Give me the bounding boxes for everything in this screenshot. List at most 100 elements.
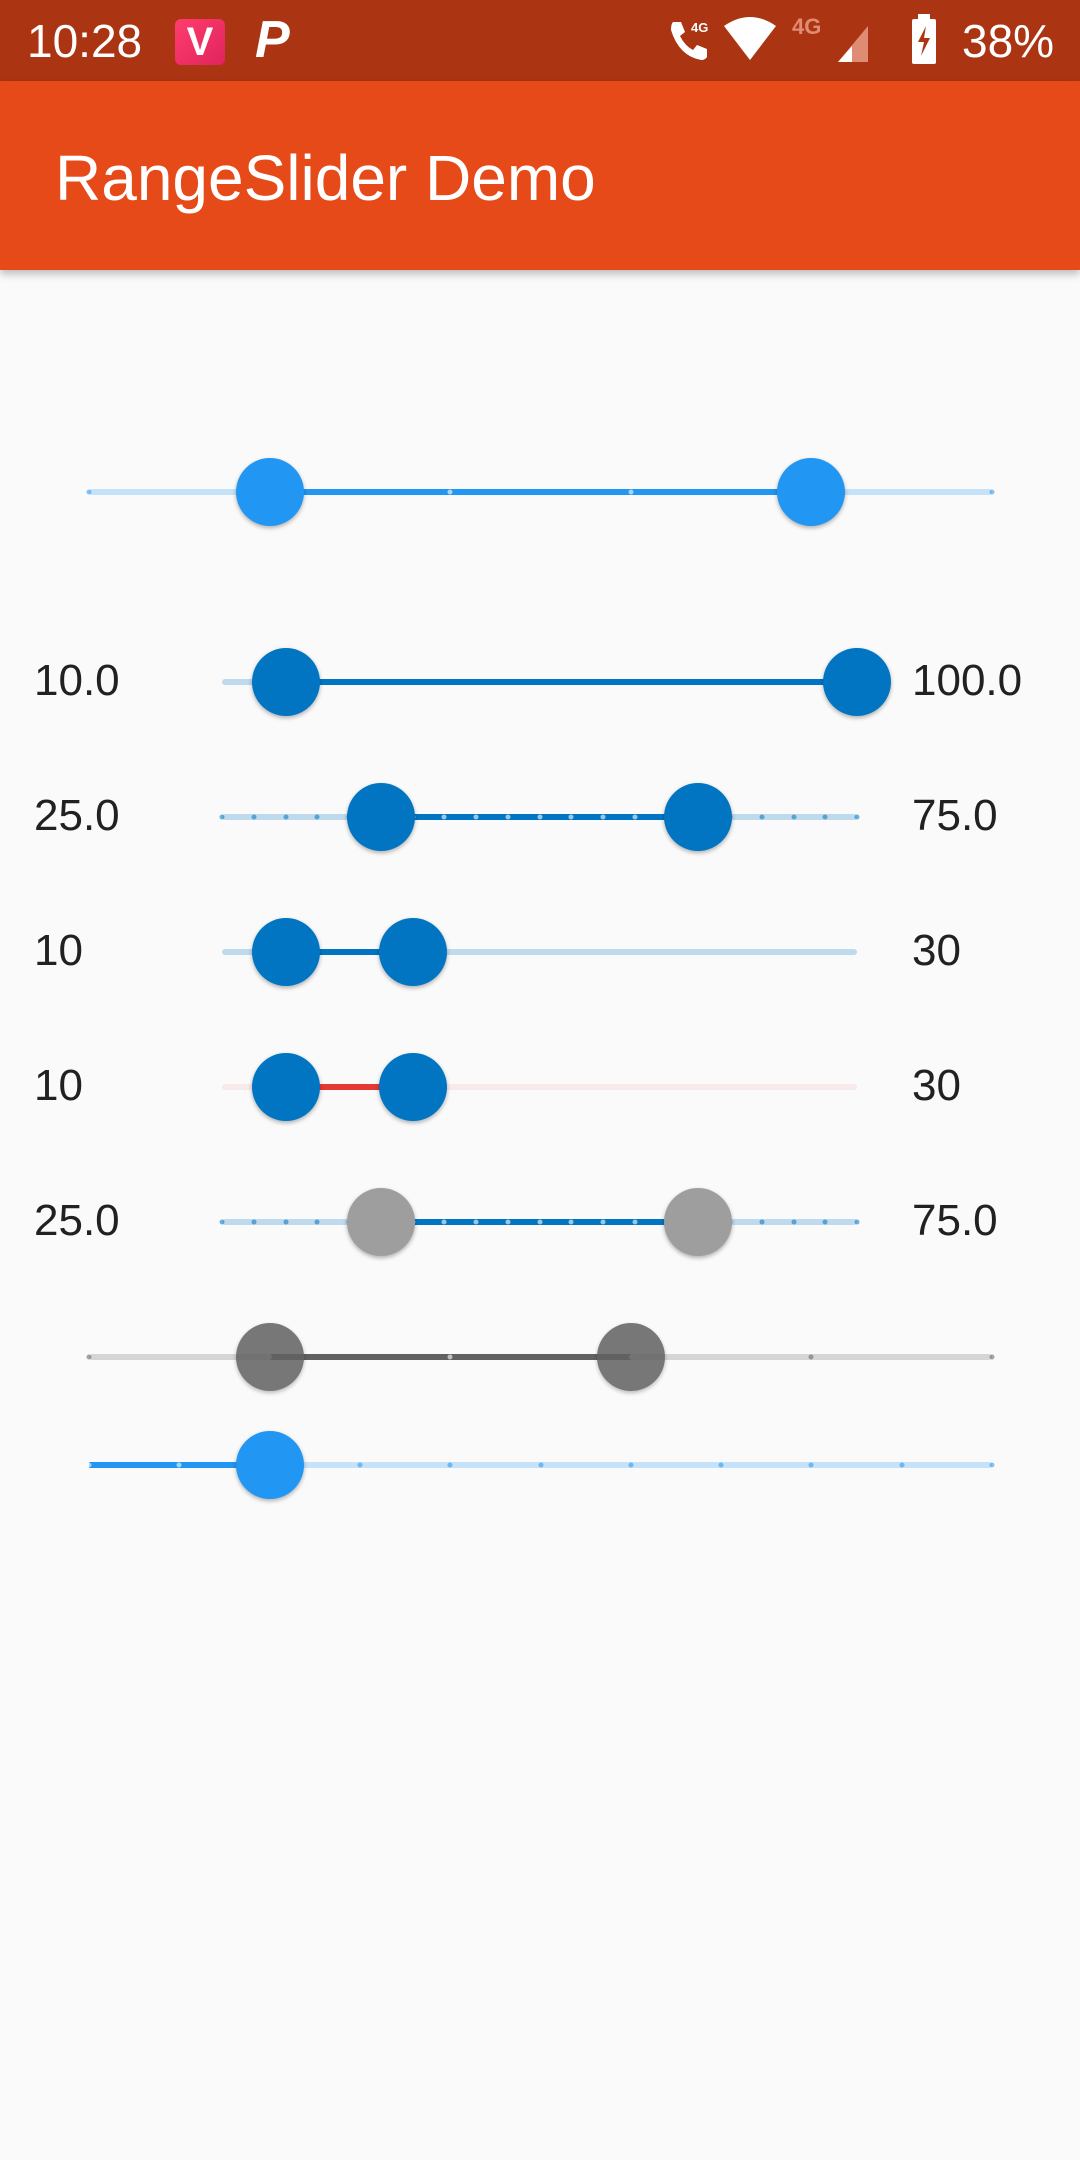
slider-active-track bbox=[285, 679, 857, 685]
slider-upper-thumb[interactable] bbox=[823, 648, 891, 716]
slider-lower-thumb[interactable] bbox=[346, 783, 415, 851]
slider-tick-mark bbox=[505, 1219, 511, 1225]
slider-tick-mark bbox=[600, 814, 606, 820]
battery-charging-icon bbox=[912, 14, 936, 64]
slider-track[interactable] bbox=[222, 1084, 857, 1090]
slider-upper-thumb[interactable] bbox=[378, 918, 447, 986]
slider-tick-mark bbox=[628, 489, 634, 495]
range-slider-4-min-label: 10 bbox=[34, 926, 83, 975]
slider-tick-mark bbox=[251, 814, 257, 820]
app-bar: RangeSlider Demo bbox=[0, 81, 1080, 270]
slider-tick-mark bbox=[854, 814, 860, 820]
slider-track[interactable] bbox=[222, 949, 857, 955]
slider-tick-mark bbox=[632, 1219, 638, 1225]
wifi-icon bbox=[724, 17, 776, 60]
slider-tick-mark bbox=[822, 1219, 828, 1225]
range-slider-6[interactable] bbox=[219, 1187, 860, 1257]
range-slider-5-max-label: 30 bbox=[912, 1061, 961, 1110]
slider-tick-mark bbox=[628, 1462, 634, 1468]
slider-tick-mark bbox=[537, 814, 542, 820]
slider-tick-mark bbox=[632, 814, 638, 820]
slider-tick-mark bbox=[791, 1219, 796, 1225]
slider-tick-mark bbox=[447, 489, 453, 495]
slider-tick-mark bbox=[568, 814, 574, 820]
slider-tick-mark bbox=[899, 1462, 905, 1468]
p-app-icon: P bbox=[255, 11, 290, 69]
slider-lower-thumb[interactable] bbox=[235, 458, 304, 526]
range-slider-2[interactable] bbox=[222, 647, 891, 717]
slider-tick-mark bbox=[314, 1219, 320, 1225]
slider-tick-mark bbox=[854, 1219, 860, 1225]
slider-tick-mark bbox=[600, 1219, 606, 1225]
slider-tick-mark bbox=[473, 1219, 479, 1225]
slider-tick-mark bbox=[357, 1462, 363, 1468]
slider-tick-mark bbox=[441, 1219, 447, 1225]
slider-tick-mark bbox=[505, 814, 511, 820]
slider-tick-mark bbox=[718, 1462, 724, 1468]
slider-upper-thumb[interactable] bbox=[664, 783, 733, 851]
slider-tick-mark bbox=[447, 1462, 453, 1468]
slider-tick-mark bbox=[808, 1462, 814, 1468]
range-slider-3[interactable] bbox=[219, 782, 860, 852]
slider-tick-mark bbox=[86, 1354, 92, 1360]
range-slider-1[interactable] bbox=[86, 457, 995, 527]
slider-active-track bbox=[269, 489, 812, 495]
slider-tick-mark bbox=[808, 1354, 814, 1360]
slider-tick-mark bbox=[283, 814, 288, 820]
range-slider-2-max-label: 100.0 bbox=[912, 656, 1023, 705]
range-slider-7[interactable] bbox=[86, 1322, 995, 1392]
slider-upper-thumb[interactable] bbox=[378, 1053, 447, 1121]
range-slider-4[interactable] bbox=[222, 917, 857, 987]
slider-active-track bbox=[285, 1084, 413, 1090]
slider-tick-mark bbox=[219, 1219, 225, 1225]
slider-tick-mark bbox=[251, 1219, 257, 1225]
range-slider-6-max-label: 75.0 bbox=[912, 1196, 998, 1245]
slider-tick-mark bbox=[473, 814, 479, 820]
slider-lower-thumb[interactable] bbox=[235, 1323, 304, 1391]
slider-tick-mark bbox=[441, 814, 447, 820]
range-slider-3-min-label: 25.0 bbox=[34, 791, 120, 840]
slider-lower-thumb[interactable] bbox=[251, 648, 320, 716]
slider-lower-thumb[interactable] bbox=[251, 1053, 320, 1121]
slider-tick-mark bbox=[759, 814, 765, 820]
signal-4g-icon: 4G bbox=[792, 14, 868, 62]
page-title: RangeSlider Demo bbox=[55, 142, 596, 214]
slider-tick-mark bbox=[537, 1219, 542, 1225]
single-slider[interactable] bbox=[86, 1430, 995, 1500]
range-slider-4-max-label: 30 bbox=[912, 926, 961, 975]
slider-tick-mark bbox=[989, 489, 995, 495]
range-slider-5[interactable] bbox=[222, 1052, 857, 1122]
slider-upper-thumb[interactable] bbox=[777, 458, 846, 526]
slider-lower-thumb[interactable] bbox=[251, 918, 320, 986]
range-slider-6-min-label: 25.0 bbox=[34, 1196, 120, 1245]
slider-upper-thumb[interactable] bbox=[664, 1188, 733, 1256]
slider-tick-mark bbox=[176, 1462, 182, 1468]
svg-text:4G: 4G bbox=[792, 14, 821, 39]
status-time: 10:28 bbox=[27, 15, 143, 67]
status-bar: 10:28 V P 4G 4G 38% bbox=[0, 0, 1080, 81]
slider-tick-mark bbox=[759, 1219, 765, 1225]
slider-upper-thumb[interactable] bbox=[596, 1323, 665, 1391]
slider-tick-mark bbox=[568, 1219, 574, 1225]
battery-percent: 38% bbox=[962, 15, 1055, 67]
slider-tick-mark bbox=[989, 1354, 995, 1360]
slider-tick-mark bbox=[538, 1462, 543, 1468]
slider-tick-mark bbox=[86, 489, 92, 495]
slider-tick-mark bbox=[283, 1219, 288, 1225]
slider-tick-mark bbox=[989, 1462, 995, 1468]
volte-call-icon: 4G bbox=[671, 20, 708, 60]
slider-tick-mark bbox=[314, 814, 320, 820]
range-slider-2-min-label: 10.0 bbox=[34, 656, 120, 705]
slider-tick-mark bbox=[791, 814, 796, 820]
svg-text:4G: 4G bbox=[691, 20, 708, 35]
slider-tick-mark bbox=[447, 1354, 453, 1360]
range-slider-3-max-label: 75.0 bbox=[912, 791, 998, 840]
slider-thumb[interactable] bbox=[235, 1431, 304, 1499]
slider-tick-mark bbox=[822, 814, 828, 820]
vidmate-app-icon: V bbox=[175, 19, 225, 65]
slider-tick-mark bbox=[219, 814, 225, 820]
slider-lower-thumb[interactable] bbox=[346, 1188, 415, 1256]
slider-tick-mark bbox=[86, 1462, 92, 1468]
range-slider-5-min-label: 10 bbox=[34, 1061, 83, 1110]
slider-active-track bbox=[285, 949, 413, 955]
